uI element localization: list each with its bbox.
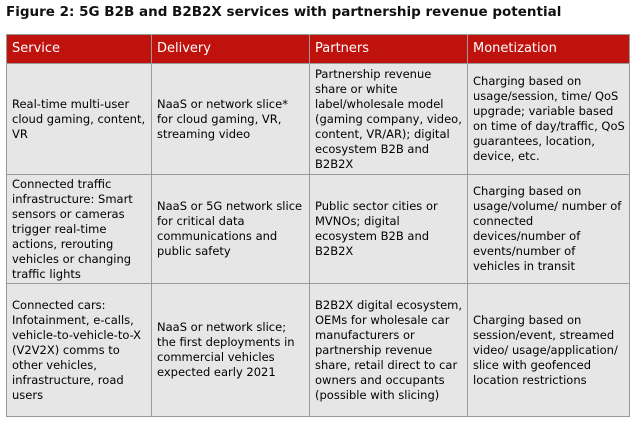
header-service: Service	[6, 34, 152, 64]
header-monetization: Monetization	[467, 34, 630, 64]
cell-delivery: NaaS or 5G network slice for critical da…	[151, 174, 310, 284]
cell-partners: Partnership revenue share or white label…	[309, 63, 468, 175]
table-row: Connected cars: Infotainment, e-calls, v…	[6, 283, 630, 417]
services-table: Service Delivery Partners Monetization R…	[6, 34, 630, 417]
table-row: Connected traffic infrastructure: Smart …	[6, 174, 630, 284]
cell-monetization: Charging based on usage/volume/ number o…	[467, 174, 630, 284]
figure-title: Figure 2: 5G B2B and B2B2X services with…	[6, 4, 562, 20]
cell-partners: Public sector cities or MVNOs; digital e…	[309, 174, 468, 284]
cell-monetization: Charging based on usage/session, time/ Q…	[467, 63, 630, 175]
table-header-row: Service Delivery Partners Monetization	[6, 34, 630, 64]
cell-monetization: Charging based on session/event, streame…	[467, 283, 630, 417]
cell-service: Connected cars: Infotainment, e-calls, v…	[6, 283, 152, 417]
header-delivery: Delivery	[151, 34, 310, 64]
header-partners: Partners	[309, 34, 468, 64]
cell-service: Real-time multi-user cloud gaming, conte…	[6, 63, 152, 175]
cell-partners: B2B2X digital ecosystem, OEMs for wholes…	[309, 283, 468, 417]
cell-delivery: NaaS or network slice; the first deploym…	[151, 283, 310, 417]
cell-delivery: NaaS or network slice* for cloud gaming,…	[151, 63, 310, 175]
cell-service: Connected traffic infrastructure: Smart …	[6, 174, 152, 284]
table-row: Real-time multi-user cloud gaming, conte…	[6, 63, 630, 175]
